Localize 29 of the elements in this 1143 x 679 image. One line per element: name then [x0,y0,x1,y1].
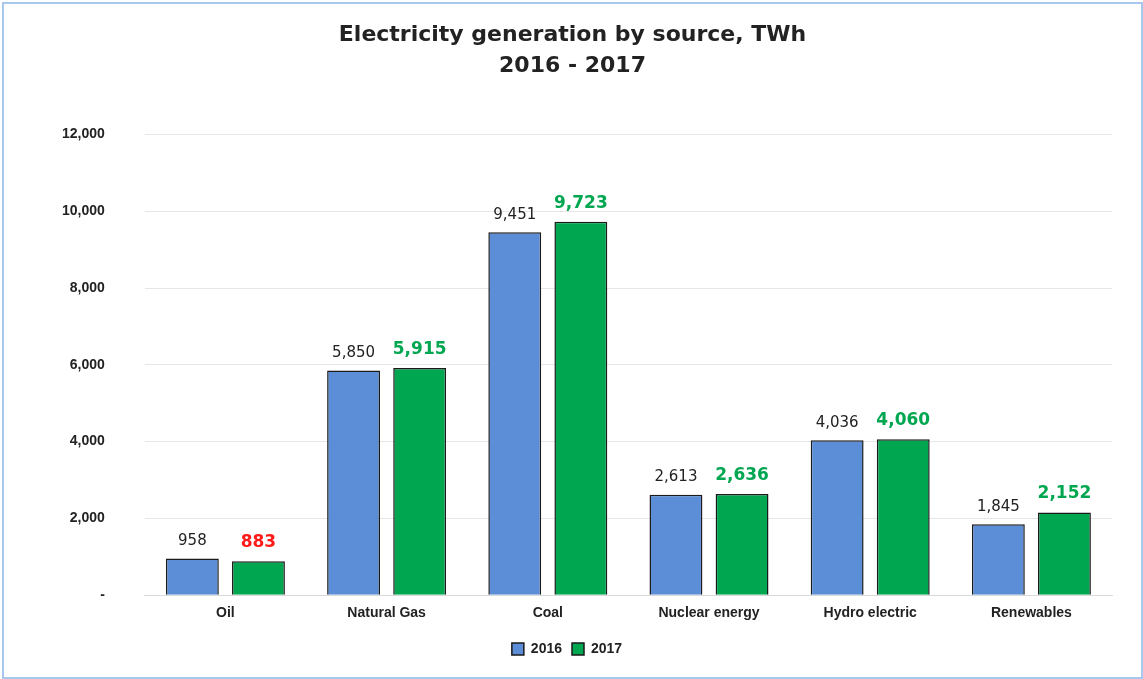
x-tick-label: Coal [532,604,563,621]
data-label: 958 [178,530,207,549]
y-tick-label: 12,000 [61,125,106,142]
y-tick-label: 6,000 [69,355,106,372]
y-tick-label: 4,000 [69,432,106,449]
data-label: 5,915 [392,337,447,358]
data-label: 2,152 [1037,482,1092,503]
y-tick-label: - [100,586,106,603]
legend-label: 2017 [591,639,623,656]
legend-label: 2016 [530,639,563,656]
data-label: 883 [240,531,277,552]
x-tick-label: Nuclear energy [658,604,760,621]
chart-subtitle: 2016 - 2017 [498,51,647,79]
data-label: 2,613 [654,467,698,486]
data-label: 1,845 [976,496,1020,515]
x-tick-label: Natural Gas [347,604,427,621]
y-tick-label: 2,000 [69,509,106,526]
data-label: 9,723 [553,191,608,212]
y-tick-label: 10,000 [61,202,106,219]
x-tick-label: Hydro electric [823,604,918,621]
chart-title: Electricity generation by source, TWh [337,20,808,48]
data-label: 4,060 [876,409,931,430]
y-tick-label: 8,000 [69,278,106,295]
data-label: 2,636 [715,463,769,484]
data-label: 4,036 [815,412,859,431]
x-tick-label: Renewables [990,604,1073,621]
x-tick-label: Oil [216,604,235,621]
data-label: 9,451 [493,204,537,223]
data-label: 5,850 [332,342,376,361]
